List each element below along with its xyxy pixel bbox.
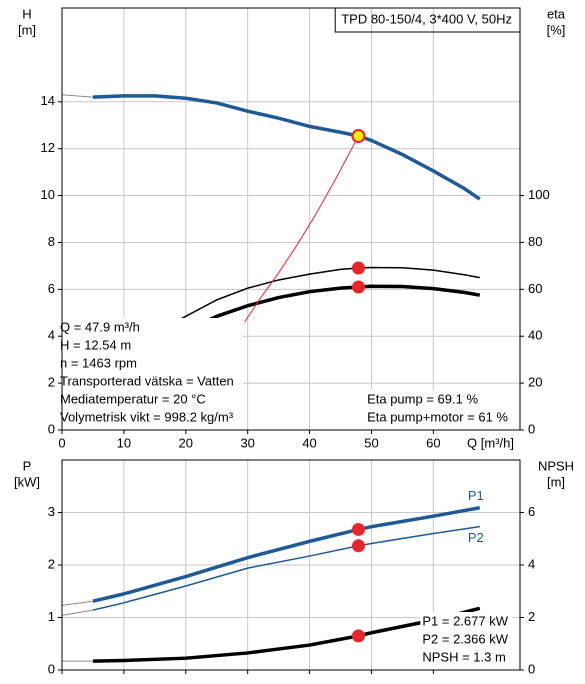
operating-point bbox=[351, 280, 365, 294]
y-axis-label: H bbox=[22, 6, 31, 21]
y-axis-label: [m] bbox=[18, 22, 36, 37]
operating-point bbox=[351, 629, 365, 643]
info-text: Mediatemperatur = 20 °C bbox=[60, 391, 206, 406]
y-tick-label: 10 bbox=[41, 187, 55, 202]
x-tick-label: 0 bbox=[58, 435, 65, 450]
plot-frame bbox=[61, 459, 521, 671]
curve bbox=[61, 525, 480, 617]
y2-axis-label: NPSH bbox=[538, 458, 574, 473]
y2-tick-label: 40 bbox=[528, 328, 542, 343]
title-box bbox=[334, 7, 521, 33]
y-tick-label: 8 bbox=[48, 234, 55, 249]
y2-tick-label: 0 bbox=[528, 421, 535, 436]
curve-label: P2 bbox=[468, 530, 484, 545]
y2-tick-label: 0 bbox=[528, 661, 535, 676]
curve bbox=[61, 92, 481, 201]
lead-in-line bbox=[61, 609, 94, 616]
y-tick-label: 2 bbox=[48, 556, 55, 571]
curve bbox=[61, 506, 481, 608]
y2-tick-label: 60 bbox=[528, 281, 542, 296]
info-text: Q = 47.9 m³/h bbox=[60, 319, 140, 334]
info-text: Transporterad vätska = Vatten bbox=[60, 373, 234, 388]
y-tick-label: 2 bbox=[48, 375, 55, 390]
info-text: H = 12.54 m bbox=[60, 337, 131, 352]
curve bbox=[244, 135, 359, 323]
y-tick-label: 14 bbox=[41, 93, 55, 108]
y2-tick-label: 80 bbox=[528, 234, 542, 249]
y-axis-label: P bbox=[23, 458, 32, 473]
x-axis-label: Q [m³/h] bbox=[467, 435, 514, 450]
y2-tick-label: 4 bbox=[528, 556, 535, 571]
info-text: P1 = 2.677 kW bbox=[422, 613, 508, 628]
y-tick-label: 4 bbox=[48, 328, 55, 343]
x-tick-label: 60 bbox=[426, 435, 440, 450]
y2-axis-label: [m] bbox=[547, 474, 565, 489]
y2-tick-label: 6 bbox=[528, 504, 535, 519]
curve-label: P1 bbox=[468, 488, 484, 503]
y-tick-label: 0 bbox=[48, 661, 55, 676]
curve bbox=[174, 266, 480, 323]
operating-point bbox=[351, 539, 365, 553]
info-text: n = 1463 rpm bbox=[60, 355, 137, 370]
y2-axis-label: eta bbox=[547, 6, 566, 21]
y-tick-label: 6 bbox=[48, 281, 55, 296]
y2-axis-label: [%] bbox=[547, 22, 566, 37]
info-background bbox=[63, 318, 243, 429]
info-text: P2 = 2.366 kW bbox=[422, 631, 508, 646]
y2-tick-label: 20 bbox=[528, 375, 542, 390]
chart-title: TPD 80-150/4, 3*400 V, 50Hz bbox=[341, 11, 512, 26]
curve bbox=[62, 606, 481, 663]
info-text: Volymetrisk vikt = 998.2 kg/m³ bbox=[60, 409, 234, 424]
info-text: Eta pump+motor = 61 % bbox=[367, 409, 508, 424]
info-text: Eta pump = 69.1 % bbox=[367, 391, 478, 406]
info-background bbox=[420, 612, 512, 669]
info-background bbox=[365, 390, 512, 429]
y-tick-label: 12 bbox=[41, 140, 55, 155]
curve bbox=[203, 284, 481, 324]
x-tick-label: 20 bbox=[179, 435, 193, 450]
y-axis-label: [kW] bbox=[14, 474, 40, 489]
operating-point bbox=[351, 129, 366, 144]
info-text: NPSH = 1.3 m bbox=[422, 649, 505, 664]
x-tick-label: 50 bbox=[364, 435, 378, 450]
operating-point bbox=[351, 261, 365, 275]
y2-tick-label: 100 bbox=[528, 187, 550, 202]
y-tick-label: 1 bbox=[48, 609, 55, 624]
y-tick-label: 0 bbox=[48, 421, 55, 436]
x-tick-label: 10 bbox=[117, 435, 131, 450]
lead-in-line bbox=[61, 600, 94, 606]
operating-point bbox=[351, 522, 365, 536]
x-tick-label: 40 bbox=[302, 435, 316, 450]
plot-frame bbox=[61, 7, 521, 431]
y-tick-label: 3 bbox=[48, 504, 55, 519]
y2-tick-label: 2 bbox=[528, 609, 535, 624]
lead-in-line bbox=[61, 94, 93, 98]
x-tick-label: 30 bbox=[240, 435, 254, 450]
